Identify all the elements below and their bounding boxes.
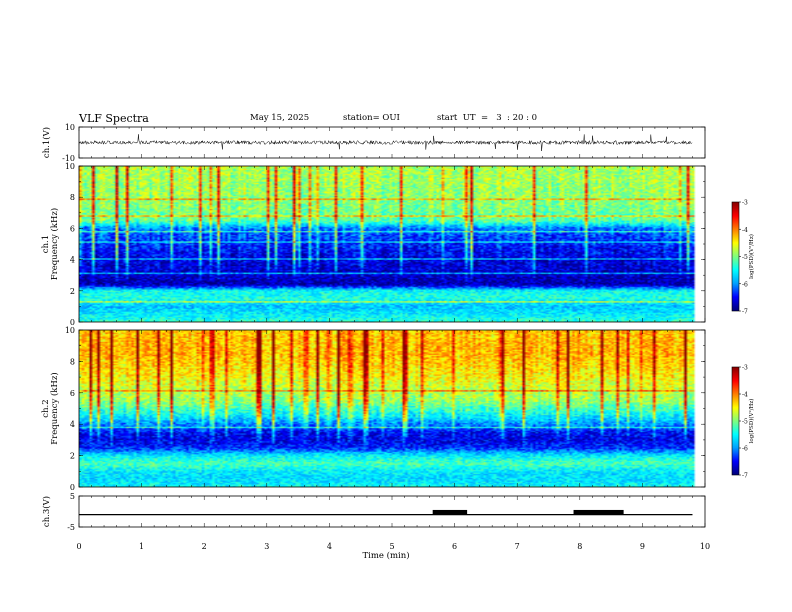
ch1-spectrogram-ytick-label: 2 [70, 287, 75, 296]
ch2-spectrogram-ytick-label: 6 [70, 389, 75, 398]
ch1-spectrogram-ylabel: ch.1 [41, 235, 51, 253]
colorbar-tick-label: -3 [742, 365, 748, 372]
colorbar-2 [732, 367, 739, 475]
ch1-spectrogram-image [79, 166, 705, 322]
x-tick-label: 0 [76, 542, 81, 551]
colorbar-tick-label: -6 [742, 446, 748, 453]
date-label: May 15, 2025 [250, 113, 310, 123]
x-tick-label: 7 [515, 542, 520, 551]
waveform-traces [78, 134, 693, 516]
x-tick-label: 9 [640, 542, 645, 551]
ch1-waveform-frame [78, 126, 706, 159]
ch2-spectrogram-ytick-label: 8 [70, 357, 75, 366]
ch1-waveform-ytick-label: -10 [62, 154, 75, 163]
ch1-spectrogram-ytick-label: 0 [70, 318, 75, 327]
ch1-spectrogram-ytick-label: 10 [65, 162, 75, 171]
ch3-raised-segment [573, 509, 624, 515]
x-axis-title: Time (min) [362, 550, 409, 561]
spectrogram-images [79, 166, 739, 487]
ch1-waveform-ytick-label: 10 [65, 123, 75, 132]
ch2-spectrogram-image [79, 330, 705, 487]
ch1-spectrogram-ytick-label: 8 [70, 193, 75, 202]
figure-title: VLF Spectra [79, 112, 149, 125]
ch2-spectrogram-ylabel: ch.2 [41, 399, 51, 417]
ch1-spectrogram-ylabel: Frequency (kHz) [49, 208, 60, 280]
x-tick-label: 1 [139, 542, 144, 551]
x-tick-label: 2 [202, 542, 207, 551]
x-tick-label: 8 [577, 542, 582, 551]
ch3-level-ytick-label: 5 [70, 492, 75, 501]
ch3-level-ytick-label: -5 [67, 523, 75, 532]
colorbar-tick-label: -5 [742, 254, 748, 261]
ch1-spectrogram-ytick-label: 6 [70, 224, 75, 233]
colorbar-tick-label: -7 [742, 473, 748, 480]
colorbar-label: log(PSD)(V²/Hz) [748, 234, 755, 279]
ch3-level-ylabel: ch.3(V) [41, 496, 52, 527]
axes [78, 126, 741, 528]
colorbar-tick-label: -5 [742, 419, 748, 426]
x-tick-label: 5 [389, 542, 394, 551]
colorbar-tick-label: -3 [742, 200, 748, 207]
colorbar-tick-label: -6 [742, 281, 748, 288]
x-tick-label: 4 [327, 542, 332, 551]
ch1-trace [78, 134, 693, 152]
x-tick-label: 10 [700, 542, 710, 551]
colorbar-tick-label: -7 [742, 309, 748, 316]
ch2-spectrogram-ytick-label: 4 [70, 420, 75, 429]
colorbar-1 [732, 202, 739, 311]
ch1-waveform-ylabel: ch.1(V) [41, 127, 52, 158]
ch2-spectrogram-ytick-label: 2 [70, 452, 75, 461]
colorbar-label: log(PSD)(V²/Hz) [748, 399, 755, 444]
ch2-spectrogram-ytick-label: 10 [65, 326, 75, 335]
axis-labels: -3 -4 -5 -6 -7 log(PSD)(V²/Hz) -3 -4 -5 -6 -7 log(P… [41, 123, 755, 561]
colorbar-tick-label: -4 [742, 392, 748, 399]
colorbar-tick-label: -4 [742, 227, 748, 234]
ch1-spectrogram-ytick-label: 4 [70, 256, 75, 265]
ch2-spectrogram-ylabel: Frequency (kHz) [49, 372, 60, 444]
station-label: station= OUI [343, 113, 400, 123]
ch3-raised-segment [432, 509, 468, 515]
start-time-label: start UT = 3 : 20 : 0 [437, 113, 538, 123]
x-tick-label: 3 [264, 542, 269, 551]
ch2-spectrogram-ytick-label: 0 [70, 483, 75, 492]
x-tick-label: 6 [452, 542, 457, 551]
